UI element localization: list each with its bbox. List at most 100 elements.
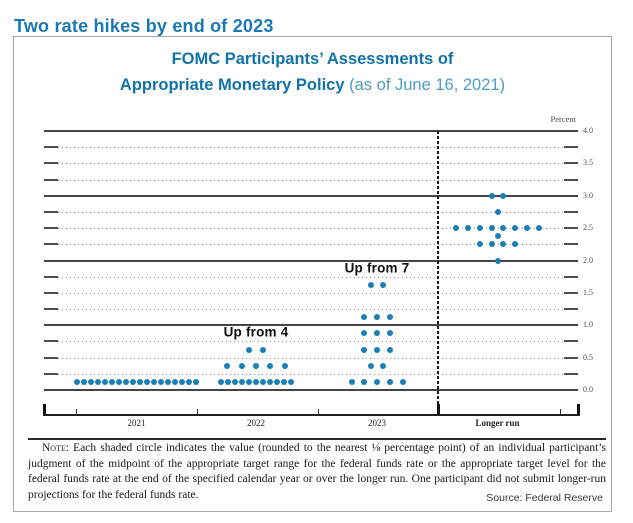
x-axis <box>43 414 580 416</box>
projection-dot <box>102 378 108 385</box>
figure-title-line2: Appropriate Monetary Policy <box>119 76 345 94</box>
projection-dot <box>281 378 287 385</box>
projection-dot <box>488 241 495 248</box>
projection-dot <box>88 378 94 385</box>
ytick-label: 1.5 <box>583 287 593 297</box>
projection-dot <box>386 330 393 337</box>
gridline-cap <box>44 210 58 213</box>
gridline-cap <box>44 178 58 181</box>
ytick-label: 4.0 <box>583 126 593 135</box>
gridline-cap <box>564 308 578 311</box>
projection-dot <box>500 241 507 248</box>
projection-dot <box>151 378 157 385</box>
ytick-label: 1.0 <box>583 320 593 330</box>
ytick-label: 0.0 <box>583 385 593 394</box>
projection-dot <box>246 378 252 385</box>
x-axis-label: 2021 <box>127 418 146 428</box>
figure-box: FOMC Participants’ Assessments of Approp… <box>13 36 612 512</box>
projection-dot <box>380 362 387 369</box>
projection-dot <box>524 225 531 232</box>
x-axis-tick-minor <box>197 409 198 414</box>
projection-dot <box>374 378 380 385</box>
x-axis-tick-major <box>577 404 580 414</box>
projection-dot <box>452 225 459 232</box>
gridline-cap <box>564 227 578 230</box>
dot-plot: 4.0 3.5 3.0 2.5 2.0 1.5 1.0 0.5 0.0 2021 2022 2023 L… <box>14 37 611 511</box>
gridline-minor <box>58 163 564 165</box>
gridline-cap <box>44 146 58 149</box>
projection-dot <box>179 378 185 385</box>
ytick-label: 0.5 <box>583 352 593 362</box>
figure-title: FOMC Participants’ Assessments of Approp… <box>14 46 611 98</box>
projection-dot <box>386 314 393 321</box>
gridline-minor <box>58 179 564 181</box>
projection-dot <box>109 378 115 385</box>
projection-dot <box>361 346 368 353</box>
gridline-minor <box>58 341 564 343</box>
projection-dot <box>374 314 380 321</box>
gridline-minor <box>58 147 564 149</box>
gridline-cap <box>564 291 578 294</box>
projection-dot <box>74 378 80 385</box>
projection-dot <box>260 378 266 385</box>
gridline-cap <box>564 340 578 343</box>
x-axis-label: 2023 <box>368 418 386 428</box>
gridline-minor <box>58 373 564 375</box>
gridline-minor <box>58 292 564 294</box>
gridline-cap <box>44 340 58 343</box>
projection-dot <box>245 346 252 353</box>
x-axis-label: Longer run <box>475 418 520 428</box>
projection-dot <box>361 330 368 337</box>
projection-dot <box>232 378 238 385</box>
projection-dot <box>386 378 393 385</box>
projection-dot <box>288 378 294 385</box>
ytick-label: 2.5 <box>583 223 593 233</box>
projection-dot <box>267 378 273 385</box>
projection-dot <box>238 362 245 369</box>
projection-dot <box>500 192 507 199</box>
projection-dot <box>274 378 280 385</box>
gridline-cap <box>564 210 578 213</box>
gridline-cap <box>564 356 578 359</box>
projection-dot <box>367 362 374 369</box>
projection-dot <box>380 281 387 288</box>
gridline-cap <box>44 308 58 311</box>
x-axis-tick-minor <box>76 409 77 414</box>
ytick-label: 3.5 <box>583 158 593 168</box>
projection-dot <box>399 378 406 385</box>
projection-dot <box>500 225 507 232</box>
gridline-cap <box>44 162 58 165</box>
projection-dot <box>464 225 471 232</box>
gridline-cap <box>44 291 58 294</box>
note-label: Note: <box>42 442 70 454</box>
x-axis-label: 2022 <box>247 418 265 428</box>
figure-title-date: (as of June 16, 2021) <box>349 76 506 94</box>
projection-dot <box>158 378 164 385</box>
projection-dot <box>476 241 483 248</box>
x-axis-tick-major <box>437 404 440 414</box>
x-axis-tick-minor <box>560 409 561 414</box>
figure-title-line1: FOMC Participants’ Assessments of <box>171 50 454 68</box>
gridline-minor <box>58 211 564 213</box>
projection-dot <box>186 378 192 385</box>
gridline-cap <box>564 243 578 246</box>
projection-dot <box>144 378 150 385</box>
y-axis-unit-label: Percent <box>550 114 577 124</box>
gridline-major <box>44 194 578 197</box>
projection-dot <box>488 192 495 199</box>
ytick-label: 3.0 <box>583 190 593 200</box>
gridline-cap <box>44 243 58 246</box>
projection-dot <box>374 330 380 337</box>
projection-dot <box>172 378 178 385</box>
gridline-cap <box>564 275 578 278</box>
projection-dot <box>494 208 501 215</box>
projection-dot <box>374 346 380 353</box>
projection-dot <box>218 378 224 385</box>
gridline-minor <box>58 309 564 311</box>
chart-annotation: Up from 7 <box>344 260 410 276</box>
page-headline: Two rate hikes by end of 2023 <box>14 16 274 37</box>
gridline-minor <box>58 276 564 278</box>
projection-dot <box>281 362 288 369</box>
gridline-cap <box>44 275 58 278</box>
projection-dot <box>193 378 199 385</box>
